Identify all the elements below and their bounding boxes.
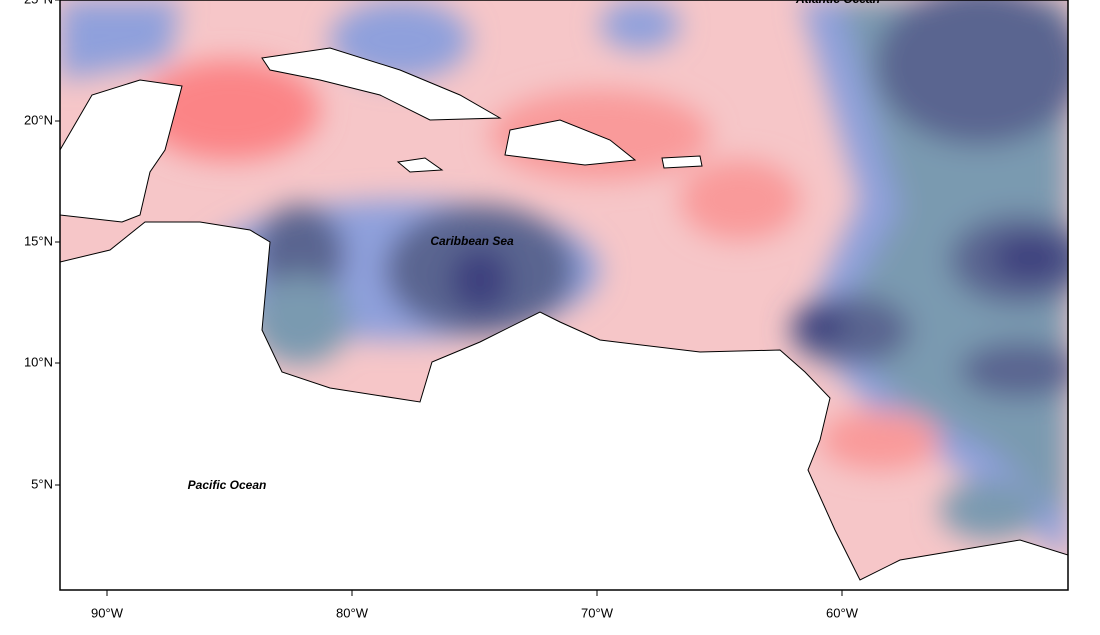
yucatan (60, 79, 183, 223)
cuba (261, 47, 502, 121)
lat-label: 25°N (24, 0, 53, 6)
map-frame (59, 0, 1069, 591)
jamaica (396, 157, 444, 173)
south-america (60, 221, 1068, 590)
hispaniola (504, 119, 637, 166)
lon-label: 70°W (581, 605, 614, 620)
anomaly-field (60, 0, 1068, 590)
puerto-rico (661, 155, 703, 169)
lat-label: 20°N (24, 112, 53, 127)
lat-label: 5°N (31, 476, 53, 491)
lat-label: 15°N (24, 233, 53, 248)
ocean-label: Caribbean Sea (430, 234, 514, 248)
lon-label: 60°W (826, 605, 859, 620)
ocean-label: Atlantic Ocean (795, 0, 880, 6)
lon-label: 80°W (336, 605, 369, 620)
lon-label: 90°W (91, 605, 124, 620)
lat-label: 10°N (24, 354, 53, 369)
ocean-label: Pacific Ocean (188, 478, 267, 492)
